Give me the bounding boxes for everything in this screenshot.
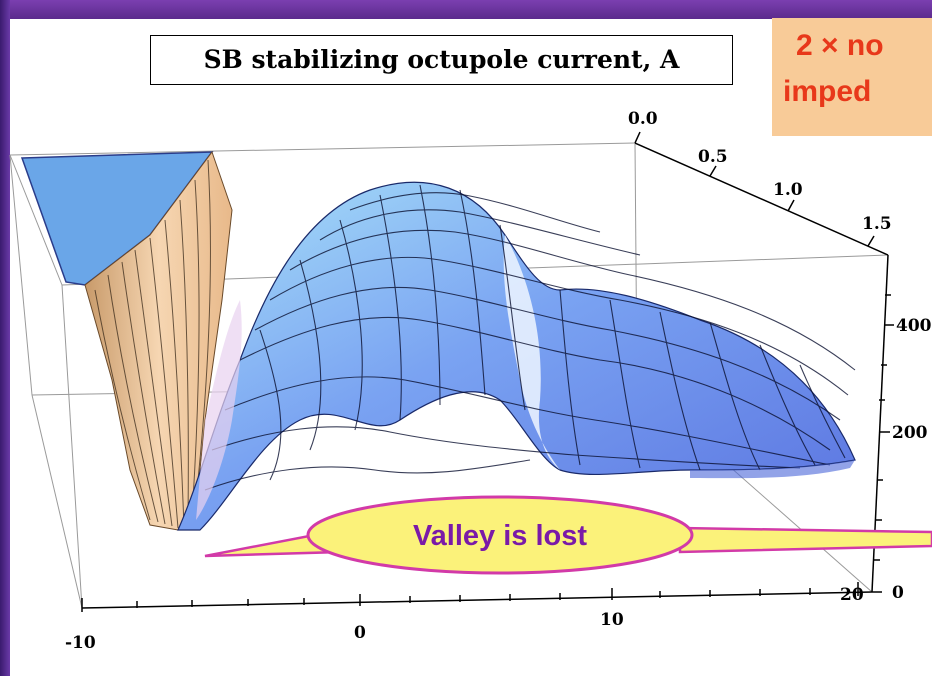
z-tick-label: 0 bbox=[892, 583, 904, 603]
y-tick-label: 1.5 bbox=[862, 214, 892, 234]
x-tick-label: 10 bbox=[600, 610, 624, 630]
callout: Valley is lost bbox=[204, 495, 932, 575]
x-tick-label: 0 bbox=[354, 623, 366, 643]
note-line-1: 2 × no bbox=[796, 29, 884, 62]
z-tick-label: 200 bbox=[892, 423, 928, 443]
note-line-2: imped bbox=[783, 75, 872, 108]
y-tick-label: 0.5 bbox=[698, 147, 728, 167]
y-tick-label: 1.0 bbox=[773, 180, 803, 200]
callout-text: Valley is lost bbox=[413, 520, 587, 552]
slide-left-bar bbox=[0, 0, 10, 676]
slide-top-bar bbox=[0, 0, 932, 19]
note-box: 2 × no imped bbox=[772, 18, 932, 136]
wall-stripes bbox=[94, 159, 211, 529]
callout-bubble bbox=[306, 495, 694, 575]
surface-steep-wall bbox=[84, 150, 233, 531]
x-tick-label: 20 bbox=[840, 585, 864, 605]
surface-right-edge bbox=[690, 460, 855, 479]
chart-title: SB stabilizing octupole current, A bbox=[150, 35, 733, 85]
y-axis bbox=[634, 131, 889, 256]
callout-pointer-right bbox=[678, 526, 932, 554]
surface-ridge-highlight bbox=[503, 235, 560, 470]
x-tick-label: -10 bbox=[65, 633, 96, 653]
y-tick-label: 0.0 bbox=[628, 109, 658, 129]
surface-wall-transition bbox=[196, 300, 242, 520]
x-axis bbox=[81, 582, 873, 612]
z-tick-label: 400 bbox=[896, 316, 932, 336]
surface-mesh bbox=[204, 184, 856, 491]
